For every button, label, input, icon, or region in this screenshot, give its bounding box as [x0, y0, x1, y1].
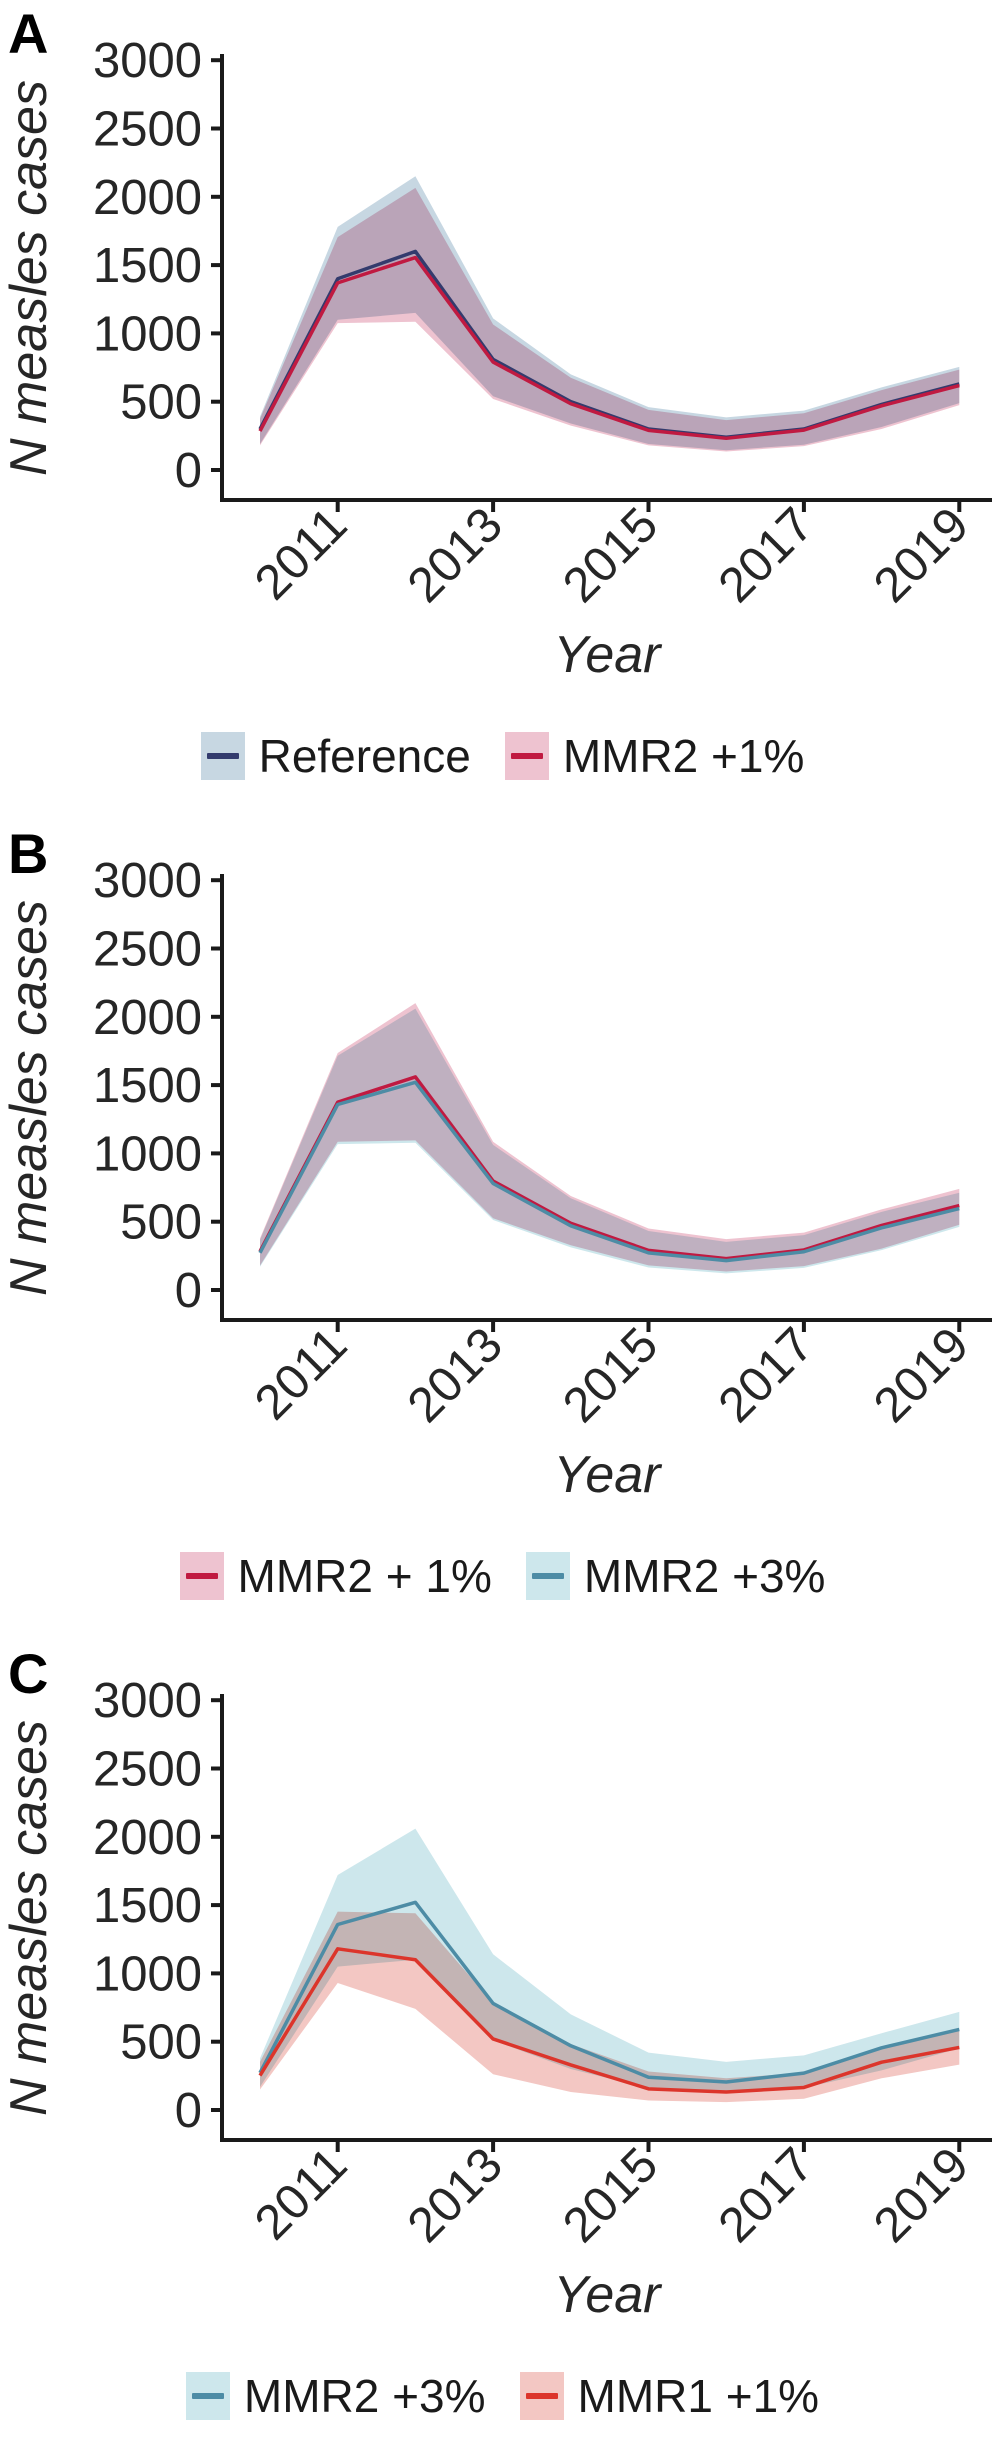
panel-b-letter: B — [8, 822, 49, 885]
y-tick-label: 500 — [120, 376, 202, 430]
x-tick-label: 2011 — [245, 2138, 358, 2251]
legend-label: MMR1 +1% — [577, 2370, 820, 2422]
y-tick-label: 2000 — [93, 171, 202, 225]
chart-panel-b: 0 500 1000 1500 2000 2500 3000 2011 2013 2015 2017… — [0, 820, 1005, 1520]
band-c-1 — [260, 1911, 960, 2103]
y-tick-label: 3000 — [93, 1674, 202, 1728]
panel-b: 0 500 1000 1500 2000 2500 3000 2011 2013 2015 2017… — [0, 820, 1005, 1640]
legend-band-swatch — [179, 1552, 224, 1600]
x-tick-label: 2013 — [398, 498, 513, 613]
x-tick-label: 2017 — [708, 498, 823, 613]
panel-a-plot: 0 500 1000 1500 2000 2500 3000 2011 2013 2015 2017… — [0, 34, 992, 684]
legend-line-swatch — [531, 1573, 564, 1579]
band-b-1 — [260, 1008, 960, 1274]
y-tick-label: 500 — [120, 2016, 202, 2070]
y-axis-title: N measles cases — [0, 900, 58, 1296]
legend-item: MMR2 +3% — [525, 1549, 826, 1603]
panel-a-legend: Reference MMR2 +1% — [0, 706, 1005, 806]
x-axis-title: Year — [554, 2266, 664, 2324]
y-tick-label: 3000 — [93, 34, 202, 88]
y-tick-label: 1000 — [93, 1947, 202, 2001]
x-tick-label: 2015 — [553, 1318, 668, 1433]
panel-a: 0 500 1000 1500 2000 2500 3000 2011 2013 2015 2017… — [0, 0, 1005, 820]
y-tick-label: 1000 — [93, 307, 202, 361]
band-a-1 — [260, 187, 960, 452]
chart-panel-a: 0 500 1000 1500 2000 2500 3000 2011 2013 2015 2017… — [0, 0, 1005, 700]
y-tick-label: 0 — [175, 444, 202, 498]
legend-band-swatch — [504, 732, 549, 780]
y-tick-label: 2000 — [93, 1811, 202, 1865]
y-tick-label: 2500 — [93, 923, 202, 977]
legend-label: MMR2 + 1% — [237, 1550, 492, 1602]
line-c-0 — [258, 1900, 960, 2084]
legend-item: MMR2 +3% — [185, 2369, 486, 2423]
x-tick-label: 2019 — [864, 2138, 979, 2253]
legend-line-swatch — [510, 753, 543, 759]
x-tick-label: 2013 — [398, 1318, 513, 1433]
chart-panel-c: 0 500 1000 1500 2000 2500 3000 2011 2013 2015 2017… — [0, 1640, 1005, 2340]
y-tick-label: 1500 — [93, 239, 202, 293]
legend-label: Reference — [258, 730, 471, 782]
x-tick-label: 2013 — [398, 2138, 513, 2253]
legend-item: MMR1 +1% — [519, 2369, 820, 2423]
legend-line-swatch — [525, 2393, 558, 2399]
y-tick-label: 500 — [120, 1196, 202, 1250]
x-tick-label: 2019 — [864, 1318, 979, 1433]
legend-item: Reference — [200, 729, 471, 783]
line-a-1 — [258, 255, 960, 441]
panel-c-plot: 0 500 1000 1500 2000 2500 3000 2011 2013 2015 2017… — [0, 1674, 992, 2324]
legend-label: MMR2 +3% — [243, 2370, 486, 2422]
y-tick-label: 3000 — [93, 854, 202, 908]
y-tick-label: 1000 — [93, 1127, 202, 1181]
y-tick-label: 1500 — [93, 1879, 202, 1933]
panel-b-plot: 0 500 1000 1500 2000 2500 3000 2011 2013 2015 2017… — [0, 854, 992, 1504]
panel-c: 0 500 1000 1500 2000 2500 3000 2011 2013 2015 2017… — [0, 1640, 1005, 2460]
legend-line-swatch — [185, 1573, 218, 1579]
legend-band-swatch — [519, 2372, 564, 2420]
y-axis-title: N measles cases — [0, 80, 58, 476]
legend-item: MMR2 +1% — [504, 729, 805, 783]
x-tick-label: 2017 — [708, 1318, 823, 1433]
x-tick-label: 2019 — [864, 498, 979, 613]
y-tick-label: 2000 — [93, 991, 202, 1045]
x-axis-title: Year — [554, 626, 664, 684]
legend-item: MMR2 + 1% — [179, 1549, 492, 1603]
line-b-1 — [258, 1080, 960, 1263]
y-axis-title: N measles cases — [0, 1720, 58, 2116]
panel-c-letter: C — [8, 1642, 49, 1705]
legend-label: MMR2 +1% — [562, 730, 805, 782]
legend-line-swatch — [191, 2393, 224, 2399]
y-tick-label: 1500 — [93, 1059, 202, 1113]
legend-band-swatch — [525, 1552, 570, 1600]
panel-b-legend: MMR2 + 1% MMR2 +3% — [0, 1526, 1005, 1626]
panel-a-letter: A — [8, 2, 49, 65]
y-tick-label: 2500 — [93, 1743, 202, 1797]
x-tick-label: 2011 — [245, 498, 358, 611]
legend-band-swatch — [200, 732, 245, 780]
legend-label: MMR2 +3% — [583, 1550, 826, 1602]
x-tick-label: 2015 — [553, 2138, 668, 2253]
line-c-1 — [258, 1947, 960, 2094]
x-tick-label: 2011 — [245, 1318, 358, 1431]
band-c-0 — [260, 1828, 960, 2094]
panel-c-legend: MMR2 +3% MMR1 +1% — [0, 2346, 1005, 2446]
y-tick-label: 0 — [175, 1264, 202, 1318]
line-b-0 — [258, 1075, 960, 1261]
y-tick-label: 0 — [175, 2084, 202, 2138]
legend-band-swatch — [185, 2372, 230, 2420]
legend-line-swatch — [206, 753, 239, 759]
x-tick-label: 2015 — [553, 498, 668, 613]
y-tick-label: 2500 — [93, 103, 202, 157]
x-axis-title: Year — [554, 1446, 664, 1504]
x-tick-label: 2017 — [708, 2138, 823, 2253]
